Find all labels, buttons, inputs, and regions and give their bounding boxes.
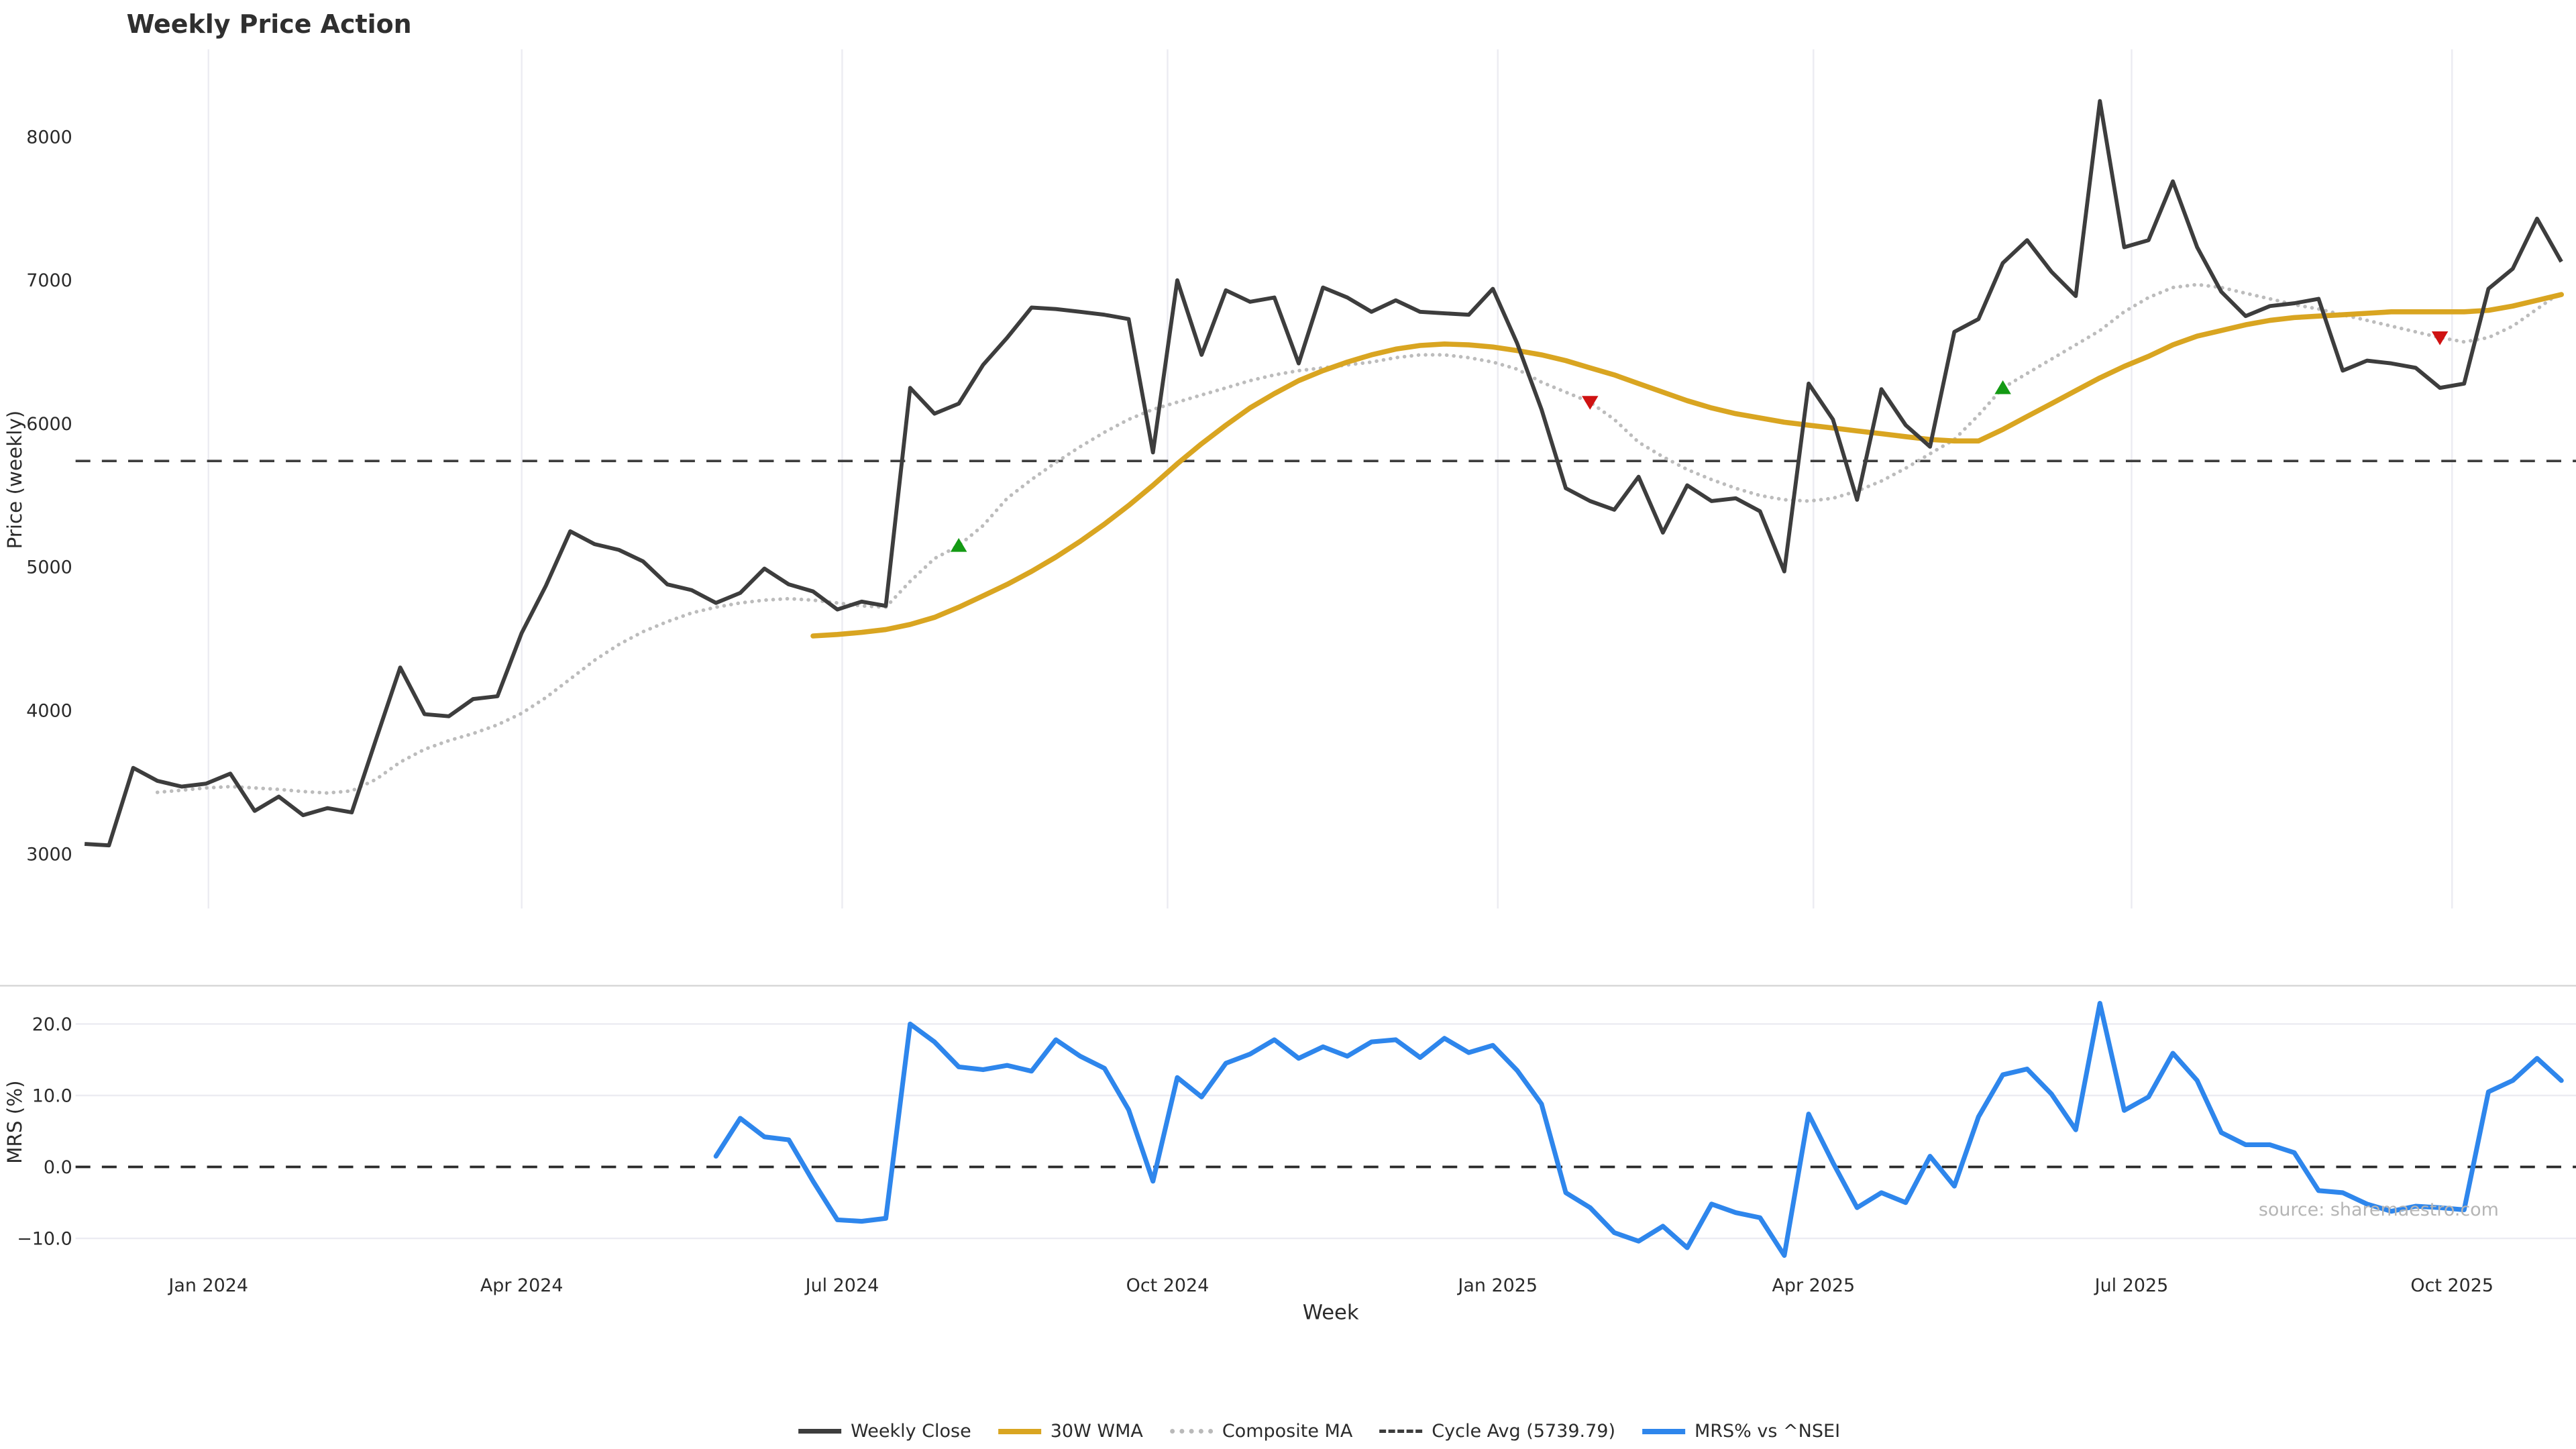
tick-label: 3000 xyxy=(26,844,72,865)
signal-markers xyxy=(950,331,2449,552)
legend-item-30w-wma: 30W WMA xyxy=(998,1421,1143,1442)
tick-label: 5000 xyxy=(26,557,72,578)
tick-label: 10.0 xyxy=(32,1085,72,1106)
legend-item-weekly-close: Weekly Close xyxy=(798,1421,971,1442)
legend-label: Cycle Avg (5739.79) xyxy=(1432,1421,1615,1442)
tick-label: 8000 xyxy=(26,127,72,148)
price-axis-label: Price (weekly) xyxy=(3,411,26,549)
tick-label: −10.0 xyxy=(17,1228,72,1249)
chart-title: Weekly Price Action xyxy=(127,9,412,39)
buy-signal-marker-icon xyxy=(950,538,967,552)
chart-series xyxy=(75,99,2576,1258)
tick-label: Oct 2024 xyxy=(1126,1275,1210,1296)
chart-legend: Weekly Close 30W WMA Composite MA Cycle … xyxy=(798,1421,1840,1442)
composite-line-swatch-icon xyxy=(1169,1429,1213,1434)
legend-item-composite-ma: Composite MA xyxy=(1169,1421,1353,1442)
tick-label: 0.0 xyxy=(44,1157,72,1178)
cycle-avg-line-swatch-icon xyxy=(1379,1430,1423,1433)
x-axis-label: Week xyxy=(1303,1301,1359,1325)
weekly-close-line xyxy=(84,99,2563,848)
mrs-line xyxy=(713,1001,2564,1258)
axis-ticks: 8000 7000 6000 5000 4000 3000 20.0 10.0 0.0 −10.0… xyxy=(17,127,2493,1296)
sell-signal-marker-icon xyxy=(2431,331,2449,345)
tick-label: Jan 2025 xyxy=(1456,1275,1538,1296)
composite-ma-line xyxy=(155,282,2563,795)
gridlines xyxy=(0,49,2576,1240)
mrs-line-swatch-icon xyxy=(1642,1428,1685,1434)
legend-item-cycle-avg: Cycle Avg (5739.79) xyxy=(1379,1421,1615,1442)
tick-label: Jan 2024 xyxy=(167,1275,248,1296)
tick-label: 4000 xyxy=(26,700,72,721)
legend-label: MRS% vs ^NSEI xyxy=(1694,1421,1841,1442)
tick-label: 6000 xyxy=(26,414,72,435)
legend-label: 30W WMA xyxy=(1050,1421,1143,1442)
tick-label: Oct 2025 xyxy=(2410,1275,2493,1296)
tick-label: 20.0 xyxy=(32,1014,72,1035)
wma-30w-line xyxy=(810,292,2564,639)
weekly-close-line-swatch-icon xyxy=(798,1429,842,1434)
buy-signal-marker-icon xyxy=(1994,380,2011,394)
mrs-axis-label: MRS (%) xyxy=(3,1080,26,1164)
legend-label: Weekly Close xyxy=(851,1421,971,1442)
tick-label: Jul 2025 xyxy=(2094,1275,2169,1296)
tick-label: 7000 xyxy=(26,270,72,291)
tick-label: Apr 2024 xyxy=(480,1275,564,1296)
legend-item-mrs: MRS% vs ^NSEI xyxy=(1642,1421,1840,1442)
source-attribution: source: sharemaestro.com xyxy=(2259,1199,2499,1220)
wma-line-swatch-icon xyxy=(998,1428,1041,1434)
tick-label: Jul 2024 xyxy=(804,1275,879,1296)
legend-label: Composite MA xyxy=(1222,1421,1353,1442)
tick-label: Apr 2025 xyxy=(1772,1275,1855,1296)
sell-signal-marker-icon xyxy=(1582,396,1599,410)
